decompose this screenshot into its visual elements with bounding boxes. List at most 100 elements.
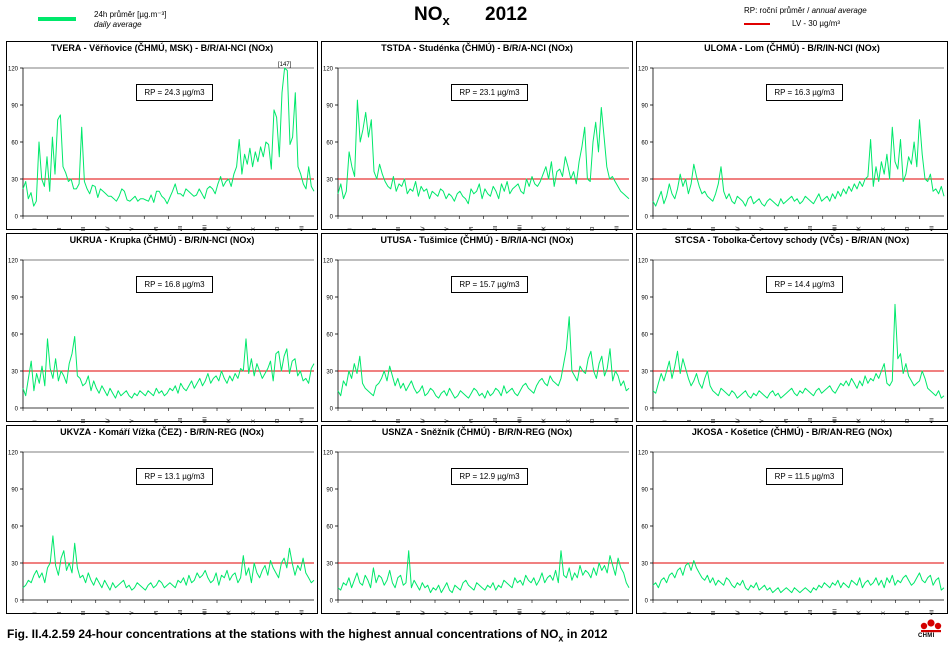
x-tick-label: XII [614,225,620,231]
caption-text-end: in 2012 [563,627,608,641]
x-tick-label: XI [905,418,911,423]
x-tick-label: VI [784,610,790,615]
x-tick-label: V [130,611,136,615]
x-tick-label: VIII [202,224,208,231]
station-chart-title: TVERA - Věřňovice (ČHMÚ, MSK) - B/R/AI-N… [50,43,274,53]
x-tick-label: VII [493,609,499,615]
x-tick-label: V [760,419,766,423]
x-tick-label: X [566,227,572,231]
x-tick-label: III [81,610,87,615]
x-tick-label: IV [420,418,426,423]
x-tick-label: IX [857,226,863,231]
x-tick-label: V [445,611,451,615]
x-tick-label: II [687,227,693,231]
x-tick-label: II [57,419,63,423]
daily-average-series-line [337,550,630,594]
station-chart-title: JKOSA - Košetice (ČHMÚ) - B/R/AN-REG (NO… [691,427,893,437]
y-tick-label: 90 [641,488,648,494]
x-tick-label: IV [735,418,741,423]
y-tick-label: 0 [330,215,334,221]
daily-average-series-line [652,303,945,399]
x-tick-label: XII [614,609,620,615]
x-tick-label: VII [808,417,814,423]
x-tick-label: XI [905,226,911,231]
x-tick-label: VI [154,418,160,423]
x-tick-label: IX [857,418,863,423]
station-chart: TSTDA - Studénka (ČHMÚ) - B/R/A-NCI (NOx… [321,41,633,231]
y-tick-label: 120 [323,451,334,457]
y-tick-label: 30 [641,562,648,568]
x-tick-label: VI [469,226,475,231]
x-tick-label: V [130,227,136,231]
daily-average-legend-swatch [38,17,76,21]
y-tick-label: 60 [326,333,333,339]
x-tick-label: XII [299,417,305,423]
y-tick-label: 120 [8,67,19,73]
y-tick-label: 30 [641,178,648,184]
figure-caption: Fig. II.4.2.59 24-hour concentrations at… [7,627,607,643]
x-tick-label: I [348,612,354,614]
x-tick-label: VII [178,225,184,231]
x-tick-label: V [445,419,451,423]
y-tick-label: 60 [11,525,18,531]
limit-value-legend: RP: roční průměr / annual average LV - 3… [744,5,867,30]
x-tick-label: XII [299,225,305,231]
daily-average-series-line [22,67,315,207]
x-tick-label: I [663,228,669,230]
y-tick-label: 0 [645,407,649,413]
x-tick-label: XII [929,417,935,423]
x-tick-label: VI [469,610,475,615]
x-tick-label: VI [469,418,475,423]
chmi-logo-text: CHMI [918,633,935,639]
title-compound: NO [414,4,443,25]
x-tick-label: II [372,611,378,615]
x-tick-label: IX [227,610,233,615]
x-tick-label: X [881,227,887,231]
y-tick-label: 120 [638,67,649,73]
x-tick-label: VI [154,226,160,231]
x-tick-label: III [711,610,717,615]
x-tick-label: IV [420,226,426,231]
limit-value-legend-swatch [744,23,770,25]
station-chart-title: UTUSA - Tušimice (ČHMÚ) - B/R/IA-NCI (NO… [380,235,574,245]
station-chart: USNZA - Sněžník (ČHMÚ) - B/R/N-REG (NOx)… [321,425,633,615]
x-tick-label: XI [275,610,281,615]
x-tick-label: VII [178,609,184,615]
figure-title: NOx 2012 [414,4,527,28]
y-tick-label: 30 [11,562,18,568]
station-chart: JKOSA - Košetice (ČHMÚ) - B/R/AN-REG (NO… [636,425,948,615]
y-tick-label: 120 [8,451,19,457]
y-tick-label: 90 [326,488,333,494]
daily-average-series-line [652,119,945,207]
x-tick-label: XI [590,226,596,231]
x-tick-label: I [33,228,39,230]
station-chart-title: ULOMA - Lom (ČHMÚ) - B/R/IN-NCI (NOx) [704,43,880,53]
x-tick-label: XI [275,418,281,423]
station-chart: STCSA - Tobolka-Čertovy schody (VČs) - B… [636,233,948,423]
x-tick-label: III [396,610,402,615]
chmi-logo: CHMI [917,618,945,642]
x-tick-label: VIII [202,608,208,615]
x-tick-label: VI [784,418,790,423]
y-tick-label: 120 [638,451,649,457]
x-tick-label: II [687,611,693,615]
y-tick-label: 60 [326,525,333,531]
y-tick-label: 60 [641,141,648,147]
daily-average-series-line [22,535,315,591]
x-tick-label: XII [614,417,620,423]
x-tick-label: V [760,611,766,615]
x-tick-label: II [372,227,378,231]
x-tick-label: V [760,227,766,231]
figure-header: 24h průměr [µg.m⁻³] daily average NOx 20… [0,0,950,40]
peak-value-label: [147] [278,62,292,68]
annual-average-box: RP = 14.4 µg/m3 [766,276,843,293]
x-tick-label: VII [808,609,814,615]
x-tick-label: VII [808,225,814,231]
chmi-logo-mark [920,619,942,633]
x-tick-label: II [57,611,63,615]
annual-average-box: RP = 23.1 µg/m3 [451,84,528,101]
